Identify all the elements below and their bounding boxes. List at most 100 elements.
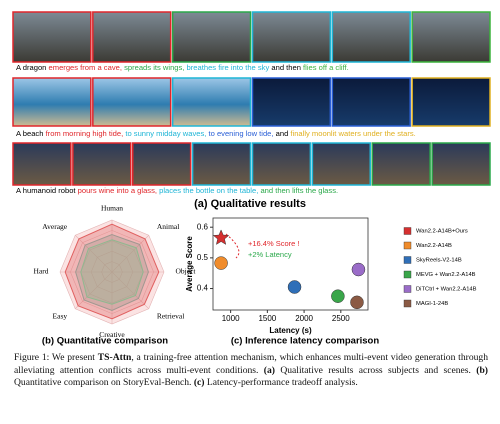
caption-segment: spreads its wings,	[124, 63, 186, 72]
legend-label: DiTCtrl + Wan2.2-A14B	[416, 287, 477, 293]
legend-swatch	[403, 285, 412, 293]
video-frame	[171, 11, 252, 63]
row-caption: A beach from morning high tide, to sunny…	[16, 129, 416, 138]
annotation: +2% Latency	[248, 250, 292, 259]
subtitle: (c) Inference latency comparison	[231, 336, 380, 347]
annotation: +16.4% Score !	[248, 239, 300, 248]
radar-label: Hard	[34, 267, 49, 276]
video-frames	[12, 11, 491, 186]
figure: A dragon emerges from a cave, spreads it…	[12, 11, 491, 347]
radar-label: Animal	[157, 222, 180, 231]
x-axis-label: Latency (s)	[269, 326, 312, 335]
radar-series	[75, 234, 149, 312]
caption-text: (a)	[263, 364, 275, 376]
video-frame	[171, 77, 252, 127]
x-tick-label: 2500	[332, 314, 350, 323]
video-frame	[72, 142, 132, 186]
legend-label: MEVG + Wan2.2-A14B	[416, 272, 476, 278]
video-frame	[411, 77, 491, 127]
caption-text: Quantitative comparison on StoryEval-Ben…	[14, 377, 194, 388]
video-frame	[411, 11, 491, 63]
plot-area	[212, 217, 369, 311]
legend-label: Wan2.2-A14B	[416, 243, 452, 249]
legend-swatch	[403, 256, 412, 264]
radar-axis	[75, 271, 113, 309]
video-frame	[12, 11, 92, 63]
video-frame	[251, 142, 312, 186]
caption-text: Latency-performance tradeoff analysis.	[204, 377, 358, 388]
caption-segment: and then	[269, 63, 303, 72]
video-frame	[371, 142, 431, 186]
caption-segment: and then lifts the glass.	[260, 186, 338, 195]
caption-segment: breathes fire into the sky	[187, 63, 270, 72]
caption-text: (c)	[193, 377, 205, 388]
video-frame	[251, 77, 332, 127]
legend-swatch	[403, 270, 412, 279]
point	[287, 280, 302, 294]
point	[214, 256, 228, 270]
radar-series	[80, 239, 144, 305]
caption-segment: from morning high tide,	[46, 129, 126, 138]
caption-segment: places the bottle on the table,	[159, 186, 260, 195]
video-frame	[132, 142, 192, 186]
radar-label: Average	[42, 222, 68, 231]
caption-segment: emerges from a cave,	[49, 63, 125, 72]
point	[351, 262, 366, 277]
caption-segment: finally moonlit waters under the stars.	[290, 129, 415, 138]
caption-text: (b)	[476, 364, 488, 376]
x-tick-label: 2000	[295, 314, 313, 323]
video-frame	[92, 77, 172, 127]
radar-label: Human	[101, 203, 123, 212]
caption-text: , a training-free attention mechanism, w…	[14, 352, 489, 376]
radar-axis	[75, 235, 113, 273]
video-frame	[191, 142, 252, 186]
figure-caption: Figure 1: We present TS-Attn, a training…	[14, 352, 488, 390]
point	[331, 289, 345, 303]
y-tick-label: 0.6	[197, 222, 209, 231]
caption-segment: and	[276, 129, 291, 138]
caption-text: Qualitative results across subjects and …	[274, 364, 477, 376]
y-tick-label: 0.5	[197, 253, 209, 262]
row-caption: A dragon emerges from a cave, spreads it…	[16, 63, 349, 72]
radar-label: Easy	[53, 312, 68, 321]
video-frame	[431, 142, 491, 186]
caption-segment: pours wine into a glass,	[78, 186, 159, 195]
radar-axis	[111, 271, 149, 309]
subtitle: (b) Quantitative comparison	[42, 336, 168, 347]
x-tick-label: 1500	[258, 314, 276, 323]
point	[212, 229, 230, 245]
legend-label: Wan2.2-A14B+Ours	[416, 229, 468, 235]
legend-swatch	[403, 241, 412, 250]
caption-segment: A humanoid robot	[16, 186, 78, 195]
legend-swatch	[403, 227, 412, 235]
caption-segment: A dragon	[16, 63, 49, 72]
legend-label: SkyReels-V2-14B	[416, 258, 462, 264]
radar-label: Retrieval	[157, 312, 185, 321]
video-frame	[311, 142, 371, 186]
video-frame	[251, 11, 332, 63]
caption-segment: A beach	[16, 129, 46, 138]
video-frame	[12, 142, 72, 186]
y-axis-label: Average Score	[185, 236, 194, 292]
caption-segment: to evening low tide,	[209, 129, 276, 138]
row-caption: A humanoid robot pours wine into a glass…	[16, 186, 338, 195]
subtitle: (a) Qualitative results	[194, 198, 306, 210]
legend-label: MAGI-1-24B	[416, 301, 448, 307]
caption-segment: flies off a cliff.	[303, 63, 349, 72]
video-frame	[331, 77, 411, 127]
video-frame	[92, 11, 172, 63]
caption-text: Figure 1: We present	[14, 352, 98, 363]
radar-label: Creative	[99, 330, 125, 339]
radar-label: Object	[175, 267, 196, 276]
radar-axis	[111, 235, 149, 273]
video-frame	[12, 77, 92, 127]
caption-segment: to sunny midday waves,	[125, 129, 208, 138]
x-tick-label: 1000	[222, 314, 240, 323]
y-tick-label: 0.4	[197, 284, 209, 293]
legend-swatch	[403, 299, 412, 308]
point	[350, 295, 364, 310]
arrow	[225, 233, 240, 259]
caption-text: TS-Attn	[97, 352, 132, 363]
video-frame	[331, 11, 411, 63]
